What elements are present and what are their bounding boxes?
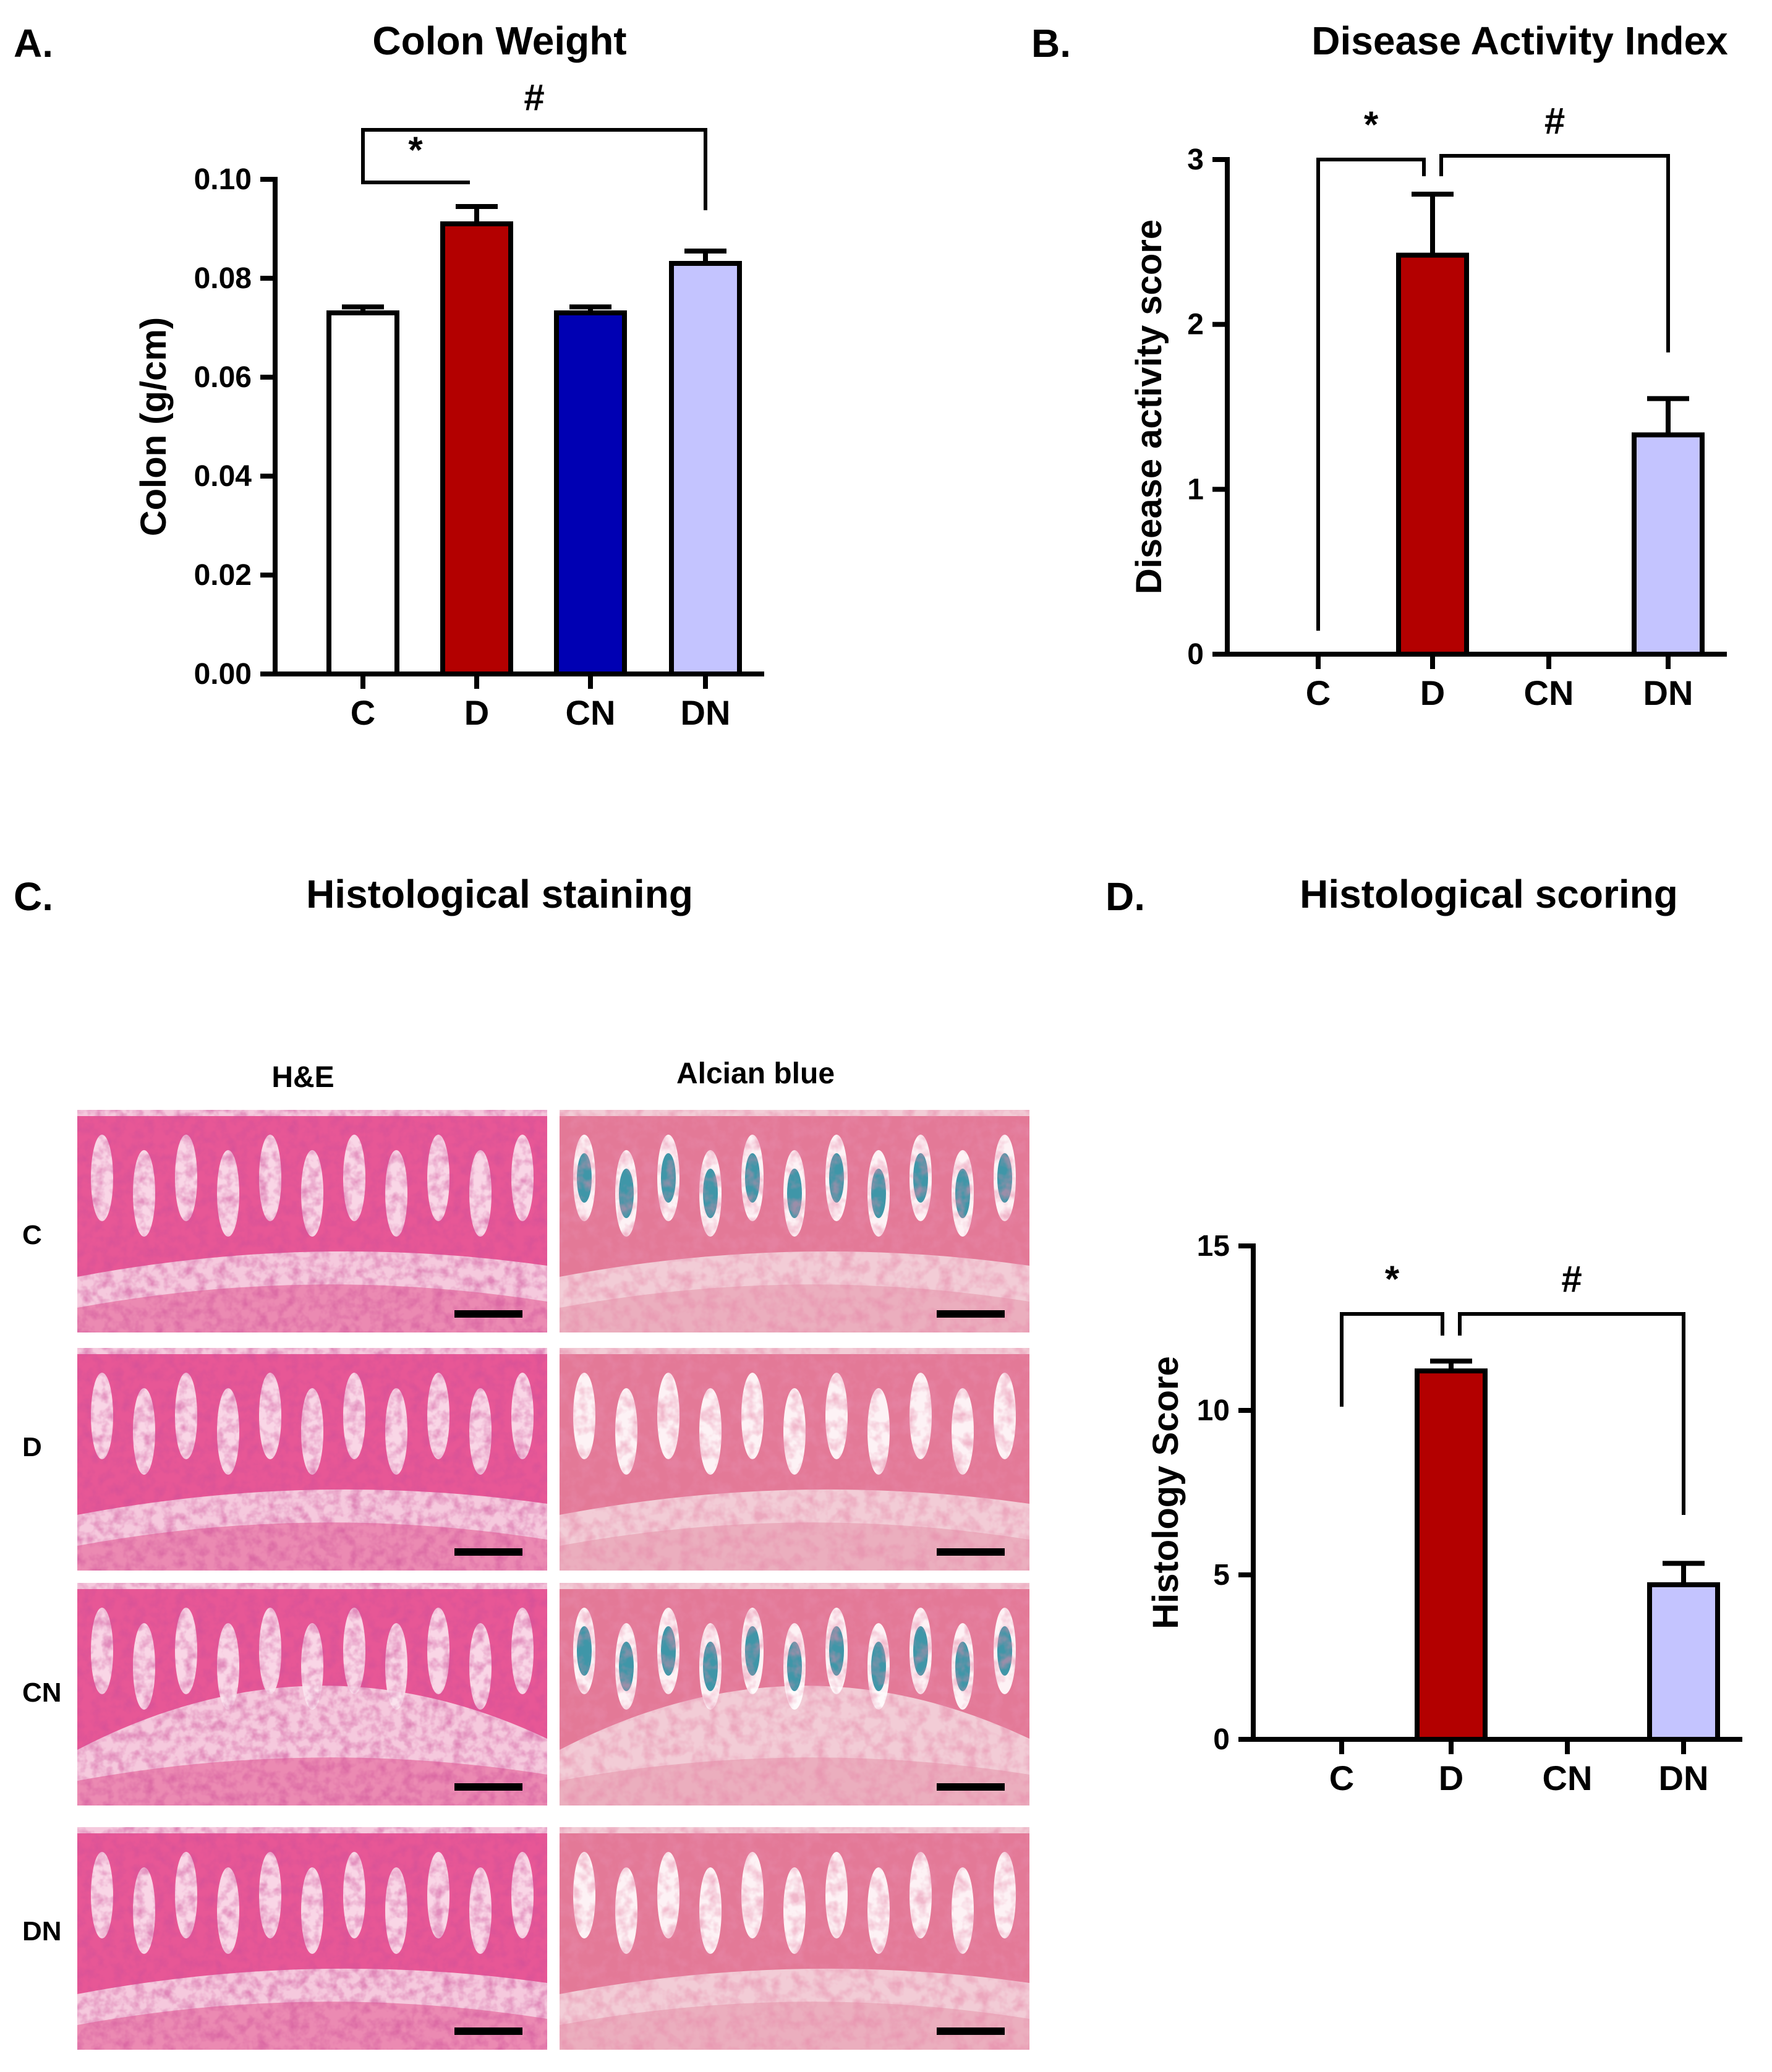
chart-b-disease-activity: 0 1 2 3 Disease activity score C D CN DN * # [1129, 100, 1727, 712]
histology-image-grid: C D CN DN [22, 1110, 1029, 2050]
category-label-C: C [351, 693, 375, 732]
y-tick-label: 10 [1197, 1394, 1230, 1427]
chart-b-title: Disease Activity Index [1311, 19, 1728, 63]
y-tick-label: 1 [1187, 473, 1204, 506]
category-label-D: D [464, 693, 489, 732]
tissue-texture [77, 1110, 547, 1332]
y-tick-label: 0 [1187, 638, 1204, 671]
category-label-DN: DN [1643, 673, 1693, 712]
tissue-texture [560, 1827, 1029, 2050]
scale-bar [454, 2027, 522, 2035]
bar-DN [1647, 1582, 1720, 1742]
category-label-C: C [1306, 673, 1331, 712]
significance-bracket [1316, 158, 1426, 631]
panel-c-title: Histological staining [306, 872, 693, 916]
panel-d-letter: D. [1105, 874, 1145, 919]
category-label-DN: DN [681, 693, 731, 732]
scale-bar [937, 1310, 1005, 1318]
y-tick-label: 0.04 [194, 460, 252, 493]
y-tick-label: 0.00 [194, 658, 252, 691]
bar-DN [1632, 432, 1705, 657]
scale-bar [937, 2027, 1005, 2035]
bar-D [1396, 252, 1469, 657]
significance-label: # [1544, 100, 1565, 142]
scale-bar [454, 1548, 522, 1556]
y-tick-label: 0.06 [194, 361, 252, 394]
bar-D [440, 221, 513, 676]
bar-C [326, 310, 399, 676]
scale-bar [454, 1310, 522, 1318]
significance-bracket [361, 128, 707, 210]
histology-row-label-D: D [22, 1432, 42, 1462]
y-axis-title: Colon (g/cm) [134, 317, 174, 536]
panel-c-letter: C. [14, 874, 53, 919]
category-label-C: C [1329, 1759, 1354, 1797]
chart-d-histology-score: 0 5 10 15 Histology Score C D CN DN * # [1146, 1230, 1742, 1797]
y-axis-title: Disease activity score [1129, 220, 1169, 594]
chart-a-colon-weight: 0.00 0.02 0.04 0.06 0.08 0.10 Colon (g/cm) C D CN… [134, 77, 764, 732]
significance-label: * [1385, 1258, 1400, 1300]
bar-D [1415, 1368, 1488, 1742]
panel-b: B. Disease Activity Index 0 1 2 3 Disease ac… [1031, 19, 1728, 712]
significance-bracket [1458, 1312, 1685, 1515]
panel-d-title: Histological scoring [1300, 872, 1678, 916]
chart-a-title: Colon Weight [372, 19, 626, 63]
tissue-texture [560, 1583, 1029, 1806]
tissue-texture [560, 1110, 1029, 1332]
significance-bracket [1340, 1312, 1444, 1407]
scale-bar [454, 1783, 522, 1791]
bar-CN [554, 310, 627, 676]
bar-DN [669, 261, 742, 676]
significance-label: # [1561, 1258, 1582, 1300]
y-tick-label: 2 [1187, 309, 1204, 341]
category-label-CN: CN [1524, 673, 1574, 712]
tissue-texture [77, 1348, 547, 1571]
panel-a: A. Colon Weight 0.00 0.02 0.04 0.06 0.08 0.10… [14, 19, 764, 732]
category-label-CN: CN [566, 693, 616, 732]
panel-d: D. Histological scoring 0 5 10 15 Histology … [1105, 872, 1742, 1797]
y-tick-label: 0.10 [194, 163, 252, 196]
panel-a-letter: A. [14, 21, 53, 66]
histology-column-he: H&E [271, 1061, 334, 1094]
panel-c: C. Histological staining H&E Alcian blue… [14, 872, 1029, 2050]
panel-b-letter: B. [1031, 21, 1071, 66]
y-tick-label: 0.02 [194, 559, 252, 592]
significance-label: # [524, 77, 544, 118]
y-tick-label: 5 [1213, 1559, 1230, 1592]
y-tick-label: 3 [1187, 143, 1204, 176]
y-tick-label: 0.08 [194, 262, 252, 295]
category-label-D: D [1439, 1759, 1463, 1797]
y-tick-label: 0 [1213, 1723, 1230, 1756]
significance-bracket [361, 167, 470, 184]
histology-row-label-DN: DN [22, 1916, 62, 1946]
significance-label: * [408, 129, 423, 171]
significance-bracket [1439, 154, 1670, 352]
category-label-CN: CN [1543, 1759, 1593, 1797]
histology-row-label-CN: CN [22, 1678, 62, 1708]
significance-label: * [1364, 104, 1379, 145]
category-label-DN: DN [1659, 1759, 1709, 1797]
scale-bar [937, 1548, 1005, 1556]
scale-bar [937, 1783, 1005, 1791]
tissue-texture [77, 1827, 547, 2050]
y-tick-label: 15 [1197, 1230, 1230, 1263]
tissue-texture [77, 1583, 547, 1806]
tissue-texture [560, 1348, 1029, 1571]
y-axis-title: Histology Score [1146, 1356, 1186, 1629]
histology-row-label-C: C [22, 1220, 42, 1250]
histology-column-alcian: Alcian blue [676, 1057, 835, 1090]
category-label-D: D [1420, 673, 1445, 712]
